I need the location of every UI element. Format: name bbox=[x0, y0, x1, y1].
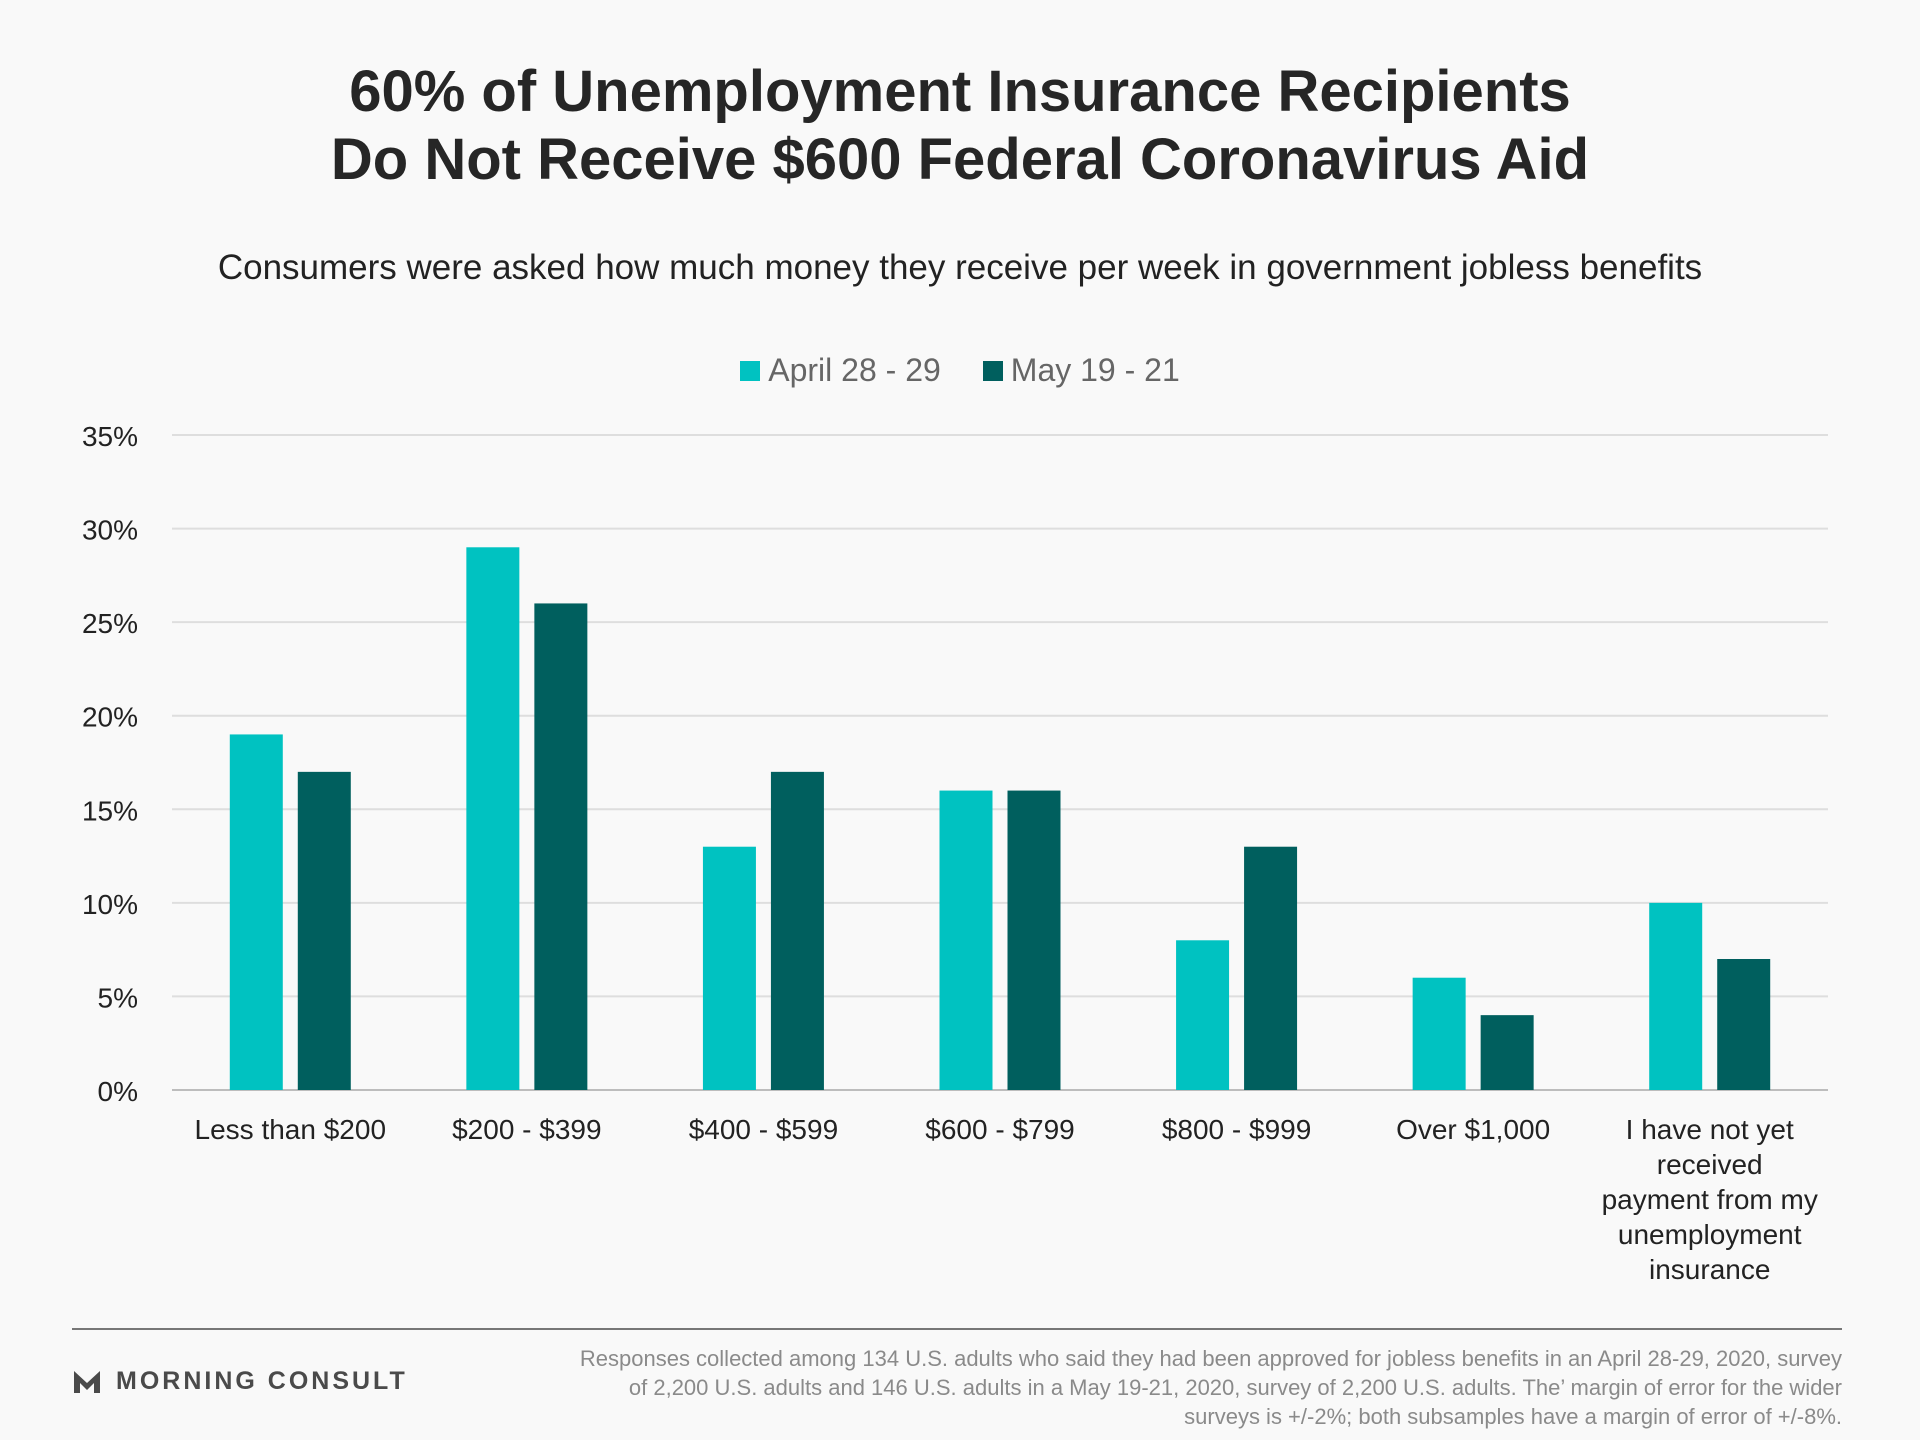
footer-divider bbox=[72, 1328, 1842, 1330]
bar-series-2 bbox=[770, 771, 824, 1090]
bar-series-1 bbox=[1412, 977, 1466, 1090]
y-tick-label: 5% bbox=[98, 982, 138, 1013]
legend-label-series-1: April 28 - 29 bbox=[768, 352, 941, 388]
bar-series-1 bbox=[939, 790, 993, 1090]
bar-series-2 bbox=[1244, 846, 1298, 1090]
brand-name: MORNING CONSULT bbox=[116, 1367, 408, 1395]
bar-chart: 0% 5% 10% 15% 20% 25% 30% 35% Less than $200 $200… bbox=[82, 421, 1828, 1285]
bar-series-2 bbox=[297, 771, 351, 1090]
chart-title: 60% of Unemployment Insurance Recipients… bbox=[0, 58, 1920, 194]
x-tick-label: $400 - $599 bbox=[689, 1114, 838, 1145]
bar-series-1 bbox=[466, 547, 520, 1090]
bar-series-1 bbox=[1649, 902, 1703, 1090]
y-tick-label: 15% bbox=[82, 795, 138, 826]
chart-subtitle: Consumers were asked how much money they… bbox=[217, 248, 1703, 287]
legend-item-series-1: April 28 - 29 bbox=[740, 352, 941, 389]
title-line-2: Do Not Receive $600 Federal Coronavirus … bbox=[330, 127, 1590, 192]
x-tick-label: $800 - $999 bbox=[1162, 1114, 1311, 1145]
y-tick-label: 35% bbox=[82, 421, 138, 452]
legend-swatch-series-1 bbox=[740, 360, 761, 381]
y-tick-label: 0% bbox=[98, 1076, 138, 1107]
bar-series-2 bbox=[1007, 790, 1061, 1090]
bar-series-1 bbox=[229, 734, 283, 1090]
bar-series-2 bbox=[534, 603, 588, 1090]
bar-series-1 bbox=[1176, 940, 1230, 1090]
y-tick-label: 25% bbox=[82, 608, 138, 639]
brand-logo: MORNING CONSULT bbox=[72, 1367, 408, 1396]
legend: April 28 - 29 May 19 - 21 bbox=[0, 352, 1920, 389]
title-line-1: 60% of Unemployment Insurance Recipients bbox=[349, 59, 1571, 124]
morning-consult-logo-icon bbox=[74, 1370, 100, 1393]
y-tick-label: 20% bbox=[82, 702, 138, 733]
legend-label-series-2: May 19 - 21 bbox=[1010, 352, 1180, 388]
x-tick-label: $600 - $799 bbox=[925, 1114, 1074, 1145]
x-tick-label: Over $1,000 bbox=[1396, 1114, 1550, 1145]
y-tick-label: 10% bbox=[82, 889, 138, 920]
bar-series-2 bbox=[1480, 1015, 1534, 1090]
y-tick-label: 30% bbox=[82, 515, 138, 546]
legend-swatch-series-2 bbox=[982, 360, 1003, 381]
x-tick-label: $200 - $399 bbox=[452, 1114, 601, 1145]
x-tick-label: I have not yet received payment from my une… bbox=[1602, 1114, 1818, 1285]
x-tick-label: Less than $200 bbox=[195, 1114, 387, 1145]
legend-item-series-2: May 19 - 21 bbox=[982, 352, 1180, 389]
footnote: Responses collected among 134 U.S. adult… bbox=[579, 1346, 1842, 1429]
bar-series-1 bbox=[702, 846, 756, 1090]
bar-series-2 bbox=[1717, 959, 1771, 1090]
